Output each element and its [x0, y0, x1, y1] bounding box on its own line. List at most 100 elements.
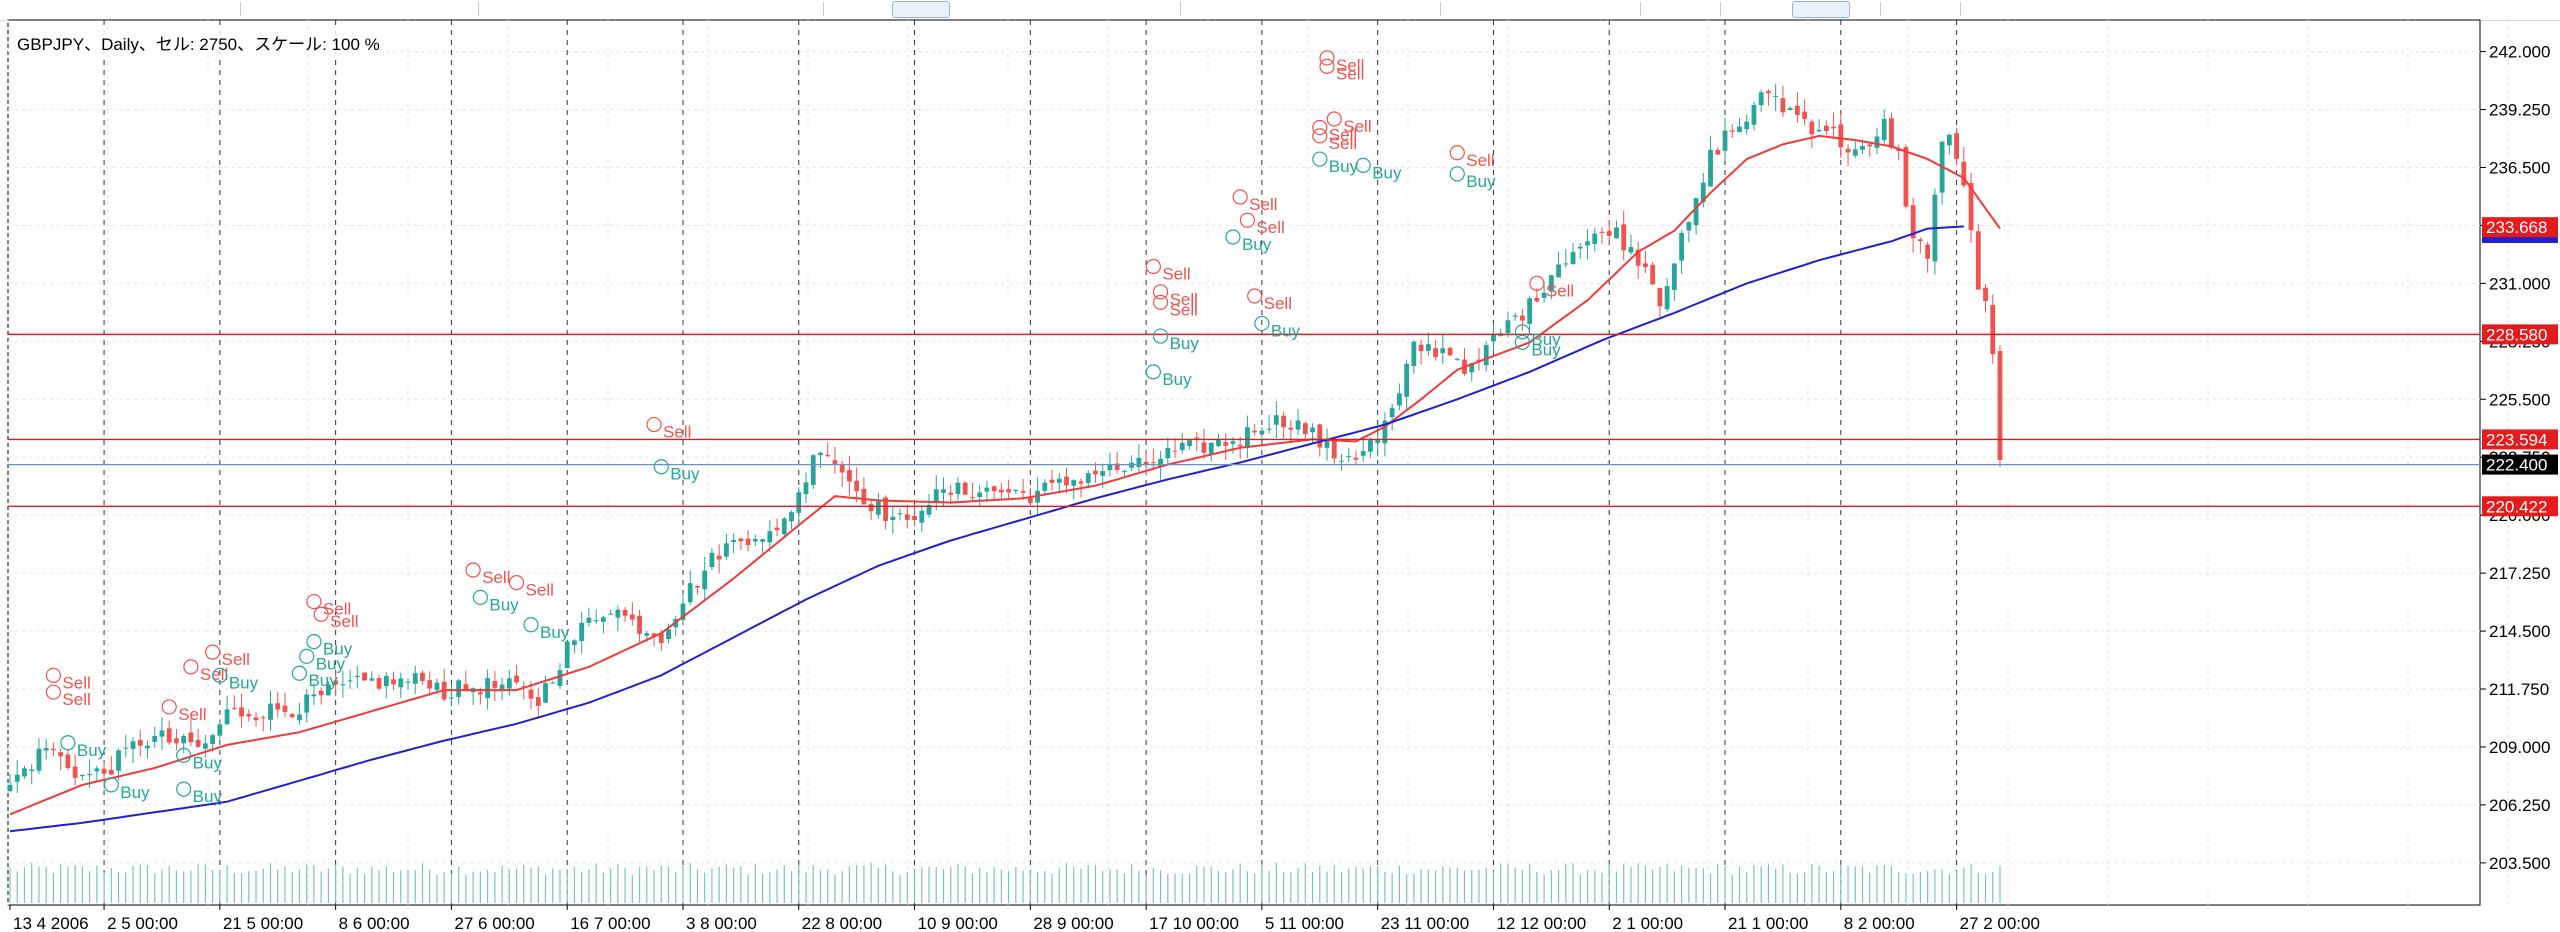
candle-body [977, 492, 983, 498]
x-tick-label: 23 11 00:00 [1381, 914, 1470, 932]
candle-body [1056, 478, 1062, 483]
candle-body [51, 748, 56, 751]
candle-body [1548, 275, 1554, 292]
signal-label-sell: Sell [1170, 290, 1198, 309]
candle-body [369, 678, 375, 681]
candle-body [904, 514, 910, 520]
candle-body [1230, 441, 1236, 444]
candle-body [1527, 298, 1533, 324]
candle-body [123, 747, 129, 749]
candle-body [210, 735, 216, 745]
candle-body [1809, 121, 1815, 135]
candle-body [1382, 420, 1388, 444]
candle-body [543, 683, 548, 703]
candle-body [1570, 252, 1576, 265]
signal-marker [653, 459, 669, 475]
candle-body [137, 740, 143, 746]
candle-body [825, 454, 831, 457]
signal-label-buy: Buy [120, 783, 150, 802]
signal-marker [45, 684, 62, 700]
candle-body [875, 501, 881, 515]
candle-body [984, 487, 990, 492]
candle-body [116, 750, 121, 771]
candle-body [1425, 344, 1431, 351]
toolbar-button[interactable] [1792, 1, 1850, 18]
candle-body [1476, 359, 1482, 362]
signals: SellSellBuyBuySellBuyBuySellSellBuySellS… [45, 50, 1574, 806]
candle-body [774, 527, 780, 531]
current-price-label: 222.400 [2486, 456, 2547, 475]
candle-body [854, 480, 860, 492]
candle-body [130, 741, 136, 749]
candle-body [1150, 462, 1156, 464]
horizontal-level-label: 223.594 [2486, 430, 2547, 449]
candle-body [550, 682, 556, 684]
candle-body [1903, 147, 1909, 207]
candle-body [1389, 408, 1395, 418]
candle-body [1237, 444, 1243, 447]
x-tick-label: 21 5 00:00 [223, 914, 303, 932]
candle-body [760, 539, 765, 542]
candle-body [1469, 363, 1475, 373]
candle-body [1093, 470, 1098, 475]
candle-body [557, 670, 563, 686]
candle-body [919, 510, 925, 523]
candle-body [101, 768, 107, 774]
signal-marker [313, 606, 329, 622]
horizontal-level-tag [2482, 429, 2558, 450]
candle-body [1411, 341, 1417, 367]
candle-body [239, 707, 244, 717]
candle-body [1722, 130, 1728, 151]
candle-body [1013, 489, 1019, 492]
signal-marker [45, 667, 62, 683]
candle-body [1766, 91, 1771, 94]
signal-marker [1319, 50, 1335, 66]
signal-marker [465, 562, 481, 578]
candle-body [847, 470, 852, 482]
candle-body [398, 678, 404, 688]
candle-body [1606, 231, 1612, 236]
candle-body [195, 739, 201, 747]
candle-body [955, 482, 961, 495]
candle-body [1758, 92, 1764, 106]
candle-body [608, 613, 614, 615]
candle-body [962, 482, 968, 495]
signal-label-sell: Sell [1336, 64, 1364, 83]
signal-label-sell: Sell [1466, 151, 1494, 170]
candle-body [593, 620, 599, 622]
toolbar-button[interactable] [892, 1, 950, 18]
candle-body [1787, 108, 1793, 111]
signal-marker [103, 777, 119, 793]
candle-body [1556, 264, 1561, 278]
signal-label-buy: Buy [1531, 330, 1561, 349]
signal-label-sell: Sell [1256, 218, 1284, 237]
candle-body [535, 697, 541, 706]
candle-body [1997, 351, 2003, 461]
signal-label-buy: Buy [316, 654, 346, 673]
signal-marker [306, 634, 322, 650]
candle-body [224, 709, 230, 725]
signal-marker [646, 416, 662, 433]
candle-body [1252, 430, 1258, 433]
candles [7, 83, 2003, 793]
y-tick-label: 209.000 [2489, 738, 2550, 757]
candle-body [738, 538, 744, 542]
candle-body [463, 684, 469, 691]
y-tick-label: 231.000 [2489, 274, 2550, 293]
candle-body [926, 505, 932, 515]
signal-marker [1319, 58, 1335, 74]
candle-body [268, 703, 273, 720]
candle-body [1534, 297, 1540, 302]
x-tick-label: 16 7 00:00 [570, 914, 650, 932]
candle-body [1773, 96, 1779, 98]
candle-body [1831, 126, 1836, 129]
toolbar-separator [478, 2, 479, 16]
candle-body [1071, 480, 1077, 486]
candle-body [14, 774, 20, 782]
candle-body [1693, 198, 1699, 226]
x-tick-label: 2 5 00:00 [107, 914, 178, 932]
signal-marker [523, 617, 539, 633]
candle-body [354, 675, 360, 678]
